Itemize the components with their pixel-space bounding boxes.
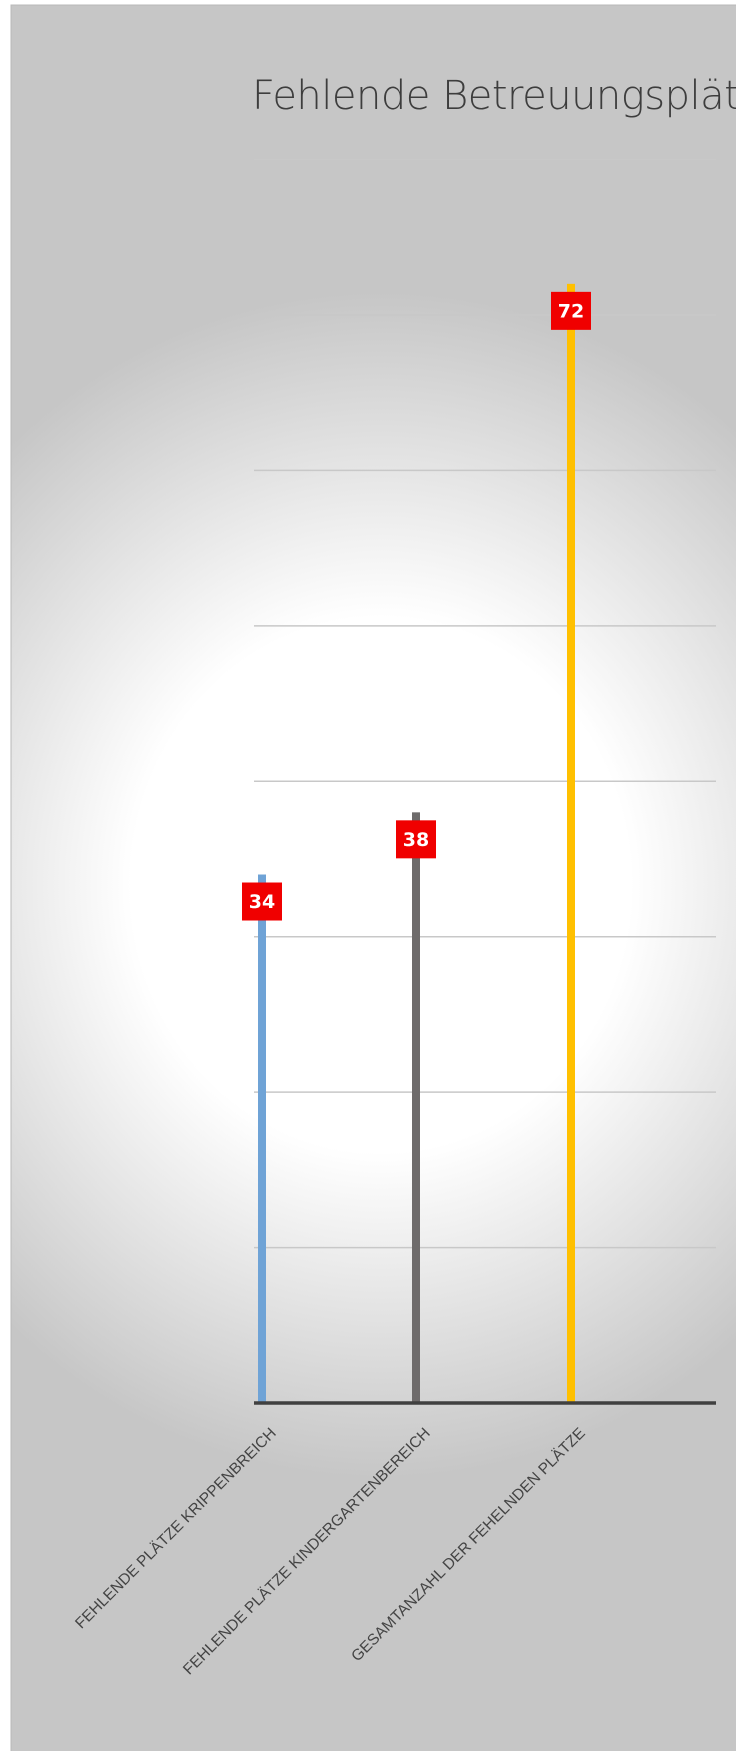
data-label-box xyxy=(551,291,591,330)
data-label: 34 xyxy=(249,891,275,913)
bar xyxy=(567,283,575,1404)
data-label-box xyxy=(396,820,436,859)
data-label: 72 xyxy=(558,300,584,322)
data-label: 38 xyxy=(403,829,429,851)
chart-area xyxy=(10,4,736,1751)
chart-title: Fehlende Betreuungsplätze xyxy=(252,73,736,119)
bar xyxy=(412,812,420,1403)
data-label-box xyxy=(242,882,282,921)
bar xyxy=(258,874,266,1403)
